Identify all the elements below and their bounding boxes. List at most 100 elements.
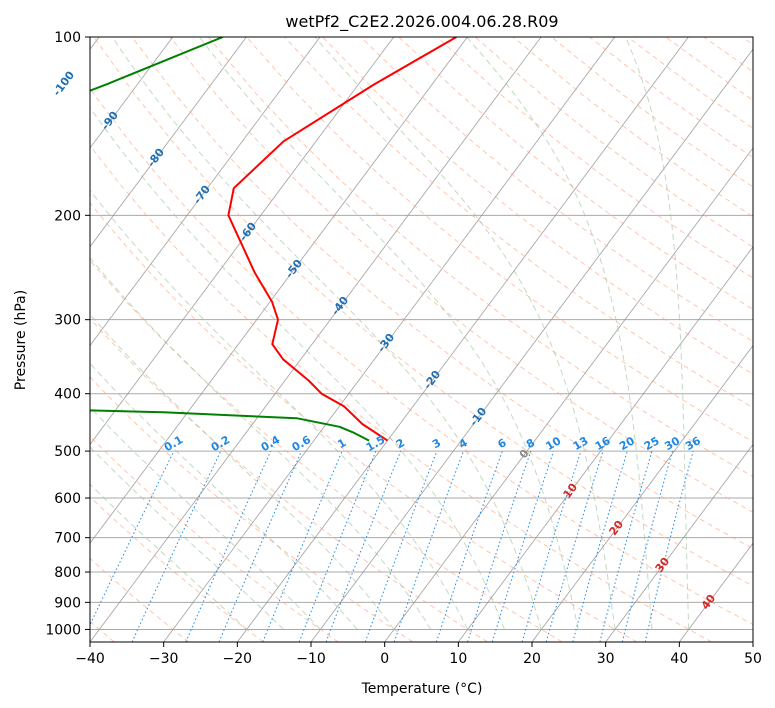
isotherm-label: -80 <box>145 146 168 170</box>
dry-adiabat-line <box>284 37 753 409</box>
line-labels-layer: -100-90-80-70-60-50-40-30-20-10010203040… <box>50 68 718 612</box>
x-tick-label: −30 <box>149 651 179 667</box>
isotherm-line <box>605 443 753 642</box>
x-tick-label: −20 <box>223 651 253 667</box>
profile-layer <box>90 37 457 442</box>
y-tick-label: 900 <box>54 595 81 611</box>
y-tick-label: 700 <box>54 531 81 547</box>
y-tick-label: 500 <box>54 444 81 460</box>
dry-adiabat-line <box>665 37 753 101</box>
isotherm-line <box>679 542 753 642</box>
mixing-ratio-line <box>185 450 272 642</box>
mixing-ratio-label: 30 <box>662 434 682 453</box>
dry-adiabat-line <box>360 37 753 343</box>
mixing-ratio-line <box>218 450 302 642</box>
dry-adiabat-line <box>512 37 753 218</box>
moist-adiabat-line <box>199 37 579 630</box>
isotherm-line <box>752 641 753 642</box>
isotherm-label: -50 <box>283 257 306 281</box>
mixing-ratio-line <box>90 450 175 626</box>
mixing-ratio-label: 36 <box>683 434 703 453</box>
isotherm-line <box>90 37 321 347</box>
dry-adiabat-line <box>90 202 638 642</box>
isotherm-label: -40 <box>329 294 352 318</box>
isotherm-label: -90 <box>99 109 122 133</box>
mixing-ratio-label: 8 <box>524 436 537 451</box>
moist-adiabat-line <box>90 256 432 630</box>
moist-adiabat-line <box>111 37 542 630</box>
dry-adiabat-line <box>131 37 753 550</box>
moist-adiabat-line <box>466 37 653 630</box>
mixing-ratio-line <box>521 450 582 642</box>
mixing-ratio-label: 10 <box>543 434 563 453</box>
dewpoint-profile-line <box>90 37 370 442</box>
mixing-ratio-label: 20 <box>617 434 637 453</box>
isotherm-line <box>90 37 174 149</box>
x-axis-label: Temperature (°C) <box>361 681 483 697</box>
x-tick-label: −10 <box>296 651 326 667</box>
grid-layer <box>90 37 753 642</box>
chart-title: wetPf2_C2E2.2026.004.06.28.R09 <box>285 12 558 32</box>
axes-layer: −40 −30 −20 −10 0 10 20 30 40 50 100 200 300 400 500 60… <box>45 30 762 667</box>
mixing-ratio-label: 4 <box>457 436 470 451</box>
x-tick-label: 40 <box>670 651 688 667</box>
mixing-ratio-line <box>491 450 555 642</box>
temperature-profile-line <box>227 37 457 442</box>
isotherm-label: -30 <box>375 331 398 355</box>
mixing-ratio-label: 3 <box>430 436 443 451</box>
mixing-ratio-line <box>545 450 604 642</box>
mixing-ratio-label: 6 <box>496 436 509 451</box>
mixing-ratio-line <box>262 450 343 642</box>
dry-adiabat-line <box>90 87 753 626</box>
y-tick-label: 600 <box>54 491 81 507</box>
dry-adiabat-line <box>90 557 190 642</box>
moist-adiabat-line <box>90 446 284 630</box>
x-tick-label: 30 <box>597 651 615 667</box>
mixing-ratio-line <box>621 450 673 642</box>
mixing-ratio-line <box>364 450 438 642</box>
y-tick-label: 400 <box>54 387 81 403</box>
dry-adiabat-line <box>398 37 753 310</box>
plot-frame <box>89 36 754 643</box>
mixing-ratio-line <box>572 450 628 642</box>
moist-adiabat-line <box>90 483 248 630</box>
mixing-ratio-label: 25 <box>642 434 662 453</box>
dry-adiabat-line <box>90 144 712 642</box>
moist-adiabat-line <box>90 406 321 630</box>
isotherm-label: 40 <box>699 592 719 612</box>
mixing-ratio-line <box>599 450 653 642</box>
mixing-ratio-line <box>393 450 464 642</box>
moist-adiabat-line <box>90 313 395 630</box>
x-tick-label: 0 <box>380 651 389 667</box>
mixing-ratio-line <box>467 450 532 642</box>
dry-adiabat-line <box>90 376 414 642</box>
dry-adiabat-line <box>90 259 563 642</box>
mixing-ratio-label: 2 <box>394 436 407 451</box>
isotherm-line <box>90 37 468 544</box>
moist-adiabat-line <box>314 37 616 630</box>
y-axis-label: Pressure (hPa) <box>13 290 29 390</box>
mixing-ratio-label: 1 <box>335 436 348 451</box>
isotherm-line <box>458 246 753 642</box>
isotherm-line <box>310 48 753 642</box>
isotherm-line <box>531 344 753 642</box>
x-tick-label: −40 <box>75 651 105 667</box>
moist-adiabat-line <box>90 189 469 630</box>
isotherm-label: -10 <box>467 405 490 429</box>
isotherm-label: 20 <box>607 518 627 538</box>
isotherm-label: -100 <box>50 68 77 98</box>
x-tick-label: 50 <box>744 651 762 667</box>
dry-adiabat-line <box>169 37 753 513</box>
dry-adiabat-line <box>246 37 753 443</box>
isotherm-line <box>237 37 689 642</box>
isotherm-line <box>90 37 247 248</box>
mixing-ratio-line <box>298 450 377 642</box>
mixing-ratio-line <box>644 450 694 642</box>
moist-adiabat-line <box>90 362 358 630</box>
mixing-ratio-label: 16 <box>593 434 613 453</box>
dry-adiabat-line <box>93 37 753 587</box>
isotherm-label: -70 <box>191 183 214 207</box>
moist-adiabat-line <box>90 106 505 630</box>
isotherm-line <box>163 37 616 642</box>
